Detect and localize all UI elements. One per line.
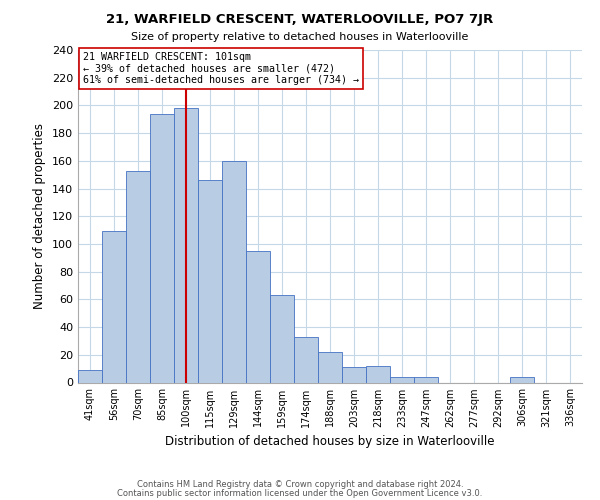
Bar — [294, 337, 318, 382]
Bar — [126, 170, 150, 382]
Bar — [318, 352, 342, 382]
Text: Contains HM Land Registry data © Crown copyright and database right 2024.: Contains HM Land Registry data © Crown c… — [137, 480, 463, 489]
Text: 21 WARFIELD CRESCENT: 101sqm
← 39% of detached houses are smaller (472)
61% of s: 21 WARFIELD CRESCENT: 101sqm ← 39% of de… — [83, 52, 359, 85]
Bar — [198, 180, 222, 382]
Bar — [390, 377, 414, 382]
Text: Contains public sector information licensed under the Open Government Licence v3: Contains public sector information licen… — [118, 488, 482, 498]
Bar — [150, 114, 174, 382]
Bar — [102, 232, 126, 382]
Bar — [174, 108, 198, 382]
Bar — [270, 295, 294, 382]
Bar — [246, 251, 270, 382]
Text: Size of property relative to detached houses in Waterlooville: Size of property relative to detached ho… — [131, 32, 469, 42]
Bar — [414, 377, 438, 382]
X-axis label: Distribution of detached houses by size in Waterlooville: Distribution of detached houses by size … — [165, 435, 495, 448]
Bar — [78, 370, 102, 382]
Bar — [510, 377, 534, 382]
Text: 21, WARFIELD CRESCENT, WATERLOOVILLE, PO7 7JR: 21, WARFIELD CRESCENT, WATERLOOVILLE, PO… — [106, 12, 494, 26]
Bar — [342, 368, 366, 382]
Bar — [222, 161, 246, 382]
Y-axis label: Number of detached properties: Number of detached properties — [34, 123, 46, 309]
Bar — [366, 366, 390, 382]
